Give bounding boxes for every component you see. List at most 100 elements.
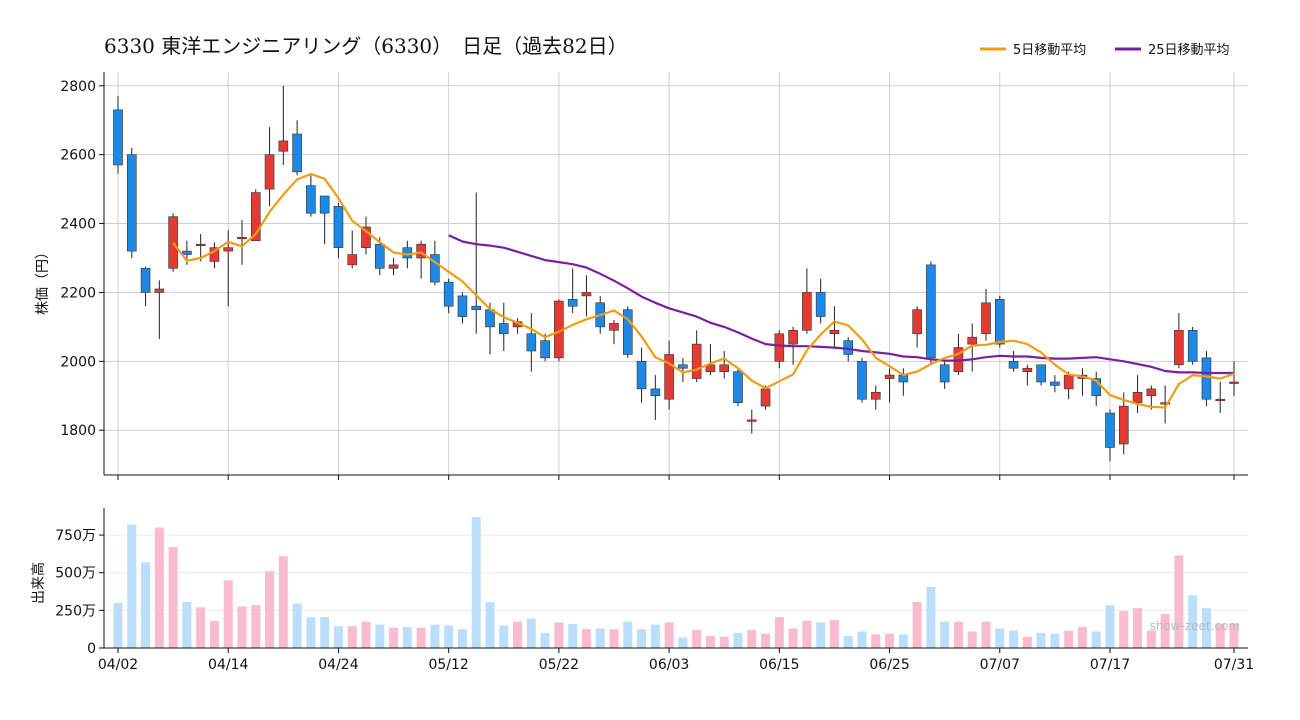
volume-bar: [1009, 630, 1019, 648]
volume-bar: [898, 634, 908, 648]
candle-body: [126, 154, 137, 252]
candle-body: [664, 354, 674, 400]
tick-labels: 1800 2000 2200 2400 2600 2800 0 250万 500万 750万 04/…: [55, 79, 1254, 673]
volume-bar: [705, 635, 715, 648]
volume-bar: [223, 580, 233, 648]
candle-body: [733, 371, 743, 403]
date-tick-label: 06/25: [869, 657, 909, 673]
volume-bar: [237, 606, 247, 648]
ma5-line: [172, 172, 1235, 409]
candle: [705, 344, 716, 376]
candle: [209, 242, 220, 269]
axes: [99, 72, 1248, 653]
candle-body: [788, 330, 798, 345]
volume-bar: [953, 621, 963, 648]
volume-bar: [995, 628, 1005, 648]
price-tick-label: 2800: [60, 79, 96, 95]
candle: [154, 280, 165, 339]
volume-bar: [623, 621, 633, 648]
candle: [361, 216, 371, 255]
volume-bar: [347, 626, 357, 648]
chart-title: 6330 東洋エンジニアリング（6330） 日足（過去82日）: [104, 34, 628, 58]
candle-body: [829, 330, 840, 335]
candle: [1050, 375, 1060, 393]
volume-bar: [499, 625, 509, 648]
volume-bar: [637, 629, 647, 648]
candle-body: [760, 388, 771, 407]
candle: [1077, 368, 1088, 396]
candle-body: [306, 185, 316, 214]
candle-body: [802, 292, 812, 331]
volume-bar: [1050, 633, 1060, 648]
candle: [1215, 382, 1226, 413]
volume-tick-label: 0: [87, 641, 96, 657]
volume-bar: [540, 632, 550, 648]
candle: [746, 409, 757, 434]
candle-body: [1050, 381, 1060, 386]
date-tick-label: 06/15: [759, 657, 799, 673]
volume-bar: [678, 637, 688, 648]
date-tick-label: 05/12: [428, 657, 468, 673]
candle: [526, 313, 537, 372]
volume-bar: [788, 628, 798, 648]
candle-body: [1160, 402, 1170, 405]
candle: [926, 261, 936, 365]
candle-body: [140, 268, 151, 293]
candle-body: [485, 309, 495, 328]
candle: [1091, 371, 1102, 407]
candle: [113, 96, 123, 174]
candle-body: [912, 309, 922, 335]
volume-bar: [581, 629, 591, 648]
candle-body: [1063, 374, 1074, 390]
candle: [884, 368, 895, 403]
volume-bar: [1105, 605, 1115, 648]
candle-body: [939, 364, 950, 383]
candle-body: [691, 343, 702, 379]
candle: [1187, 326, 1198, 365]
volume-axis-label: 出来高: [30, 562, 47, 604]
candle-body: [319, 195, 330, 214]
volume-bar: [333, 626, 343, 648]
candle-body: [430, 254, 440, 283]
candle-body: [1187, 330, 1198, 362]
candle: [912, 306, 922, 348]
candle-body: [471, 305, 482, 310]
candle-body: [526, 333, 537, 352]
candle: [1022, 364, 1033, 386]
volume-bar: [1229, 623, 1239, 648]
volume-bar: [1119, 611, 1129, 648]
candle: [540, 333, 550, 362]
candle: [498, 302, 509, 351]
candle-body: [1022, 367, 1033, 372]
volume-bar: [857, 631, 867, 648]
candle-body: [1091, 378, 1102, 397]
date-tick-label: 07/31: [1214, 657, 1254, 673]
volume-bar: [265, 571, 275, 648]
candle-body: [1215, 398, 1226, 402]
volume-bar: [416, 627, 426, 648]
date-tick-label: 06/03: [649, 657, 689, 673]
candle: [1036, 364, 1046, 386]
candle: [1174, 313, 1184, 369]
volume-bar: [747, 629, 757, 648]
volume-bar: [940, 621, 950, 648]
volume-bar: [774, 617, 784, 648]
candle-body: [609, 323, 619, 331]
candle: [567, 268, 578, 314]
candle: [471, 192, 482, 334]
volume-bar: [1174, 555, 1184, 648]
volume-bar: [375, 624, 385, 648]
volume-bar: [568, 623, 578, 648]
volume-bars: [113, 517, 1239, 648]
volume-bar: [554, 622, 564, 648]
candle-body: [1229, 381, 1239, 384]
candle: [719, 351, 730, 379]
volume-bar: [402, 626, 412, 648]
volume-bar: [981, 621, 991, 648]
volume-bar: [885, 633, 895, 648]
volume-bar: [719, 636, 729, 648]
candle-body: [994, 299, 1005, 345]
candle-body: [278, 140, 289, 152]
volume-bar: [320, 617, 330, 648]
